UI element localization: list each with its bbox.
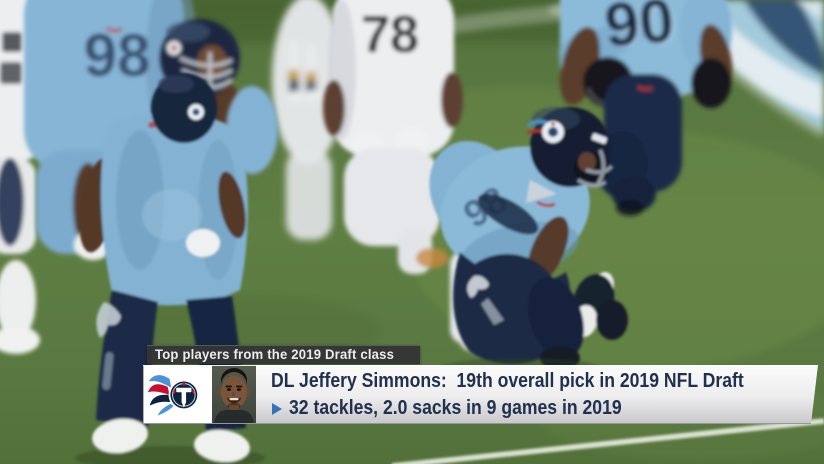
topic-bar: Top players from the 2019 Draft class: [147, 345, 420, 364]
white-player-left-edge: [0, 0, 42, 354]
titans-player-crouching: 98: [429, 107, 628, 378]
titans-logo-icon: [147, 368, 209, 420]
player-draft-text: DL Jeffery Simmons: 19th overall pick in…: [271, 370, 744, 392]
white-player-78: 78: [323, 0, 500, 353]
titans-helmet-logo: [526, 119, 564, 143]
titans-player-90-jumping: 90 90: [557, 0, 733, 216]
jersey-number-98: 98: [84, 22, 151, 89]
jersey-number-90: 90: [602, 0, 677, 61]
player-headshot-image: [212, 365, 256, 423]
team-logo-panel: [143, 365, 212, 423]
player-draft-line: DL Jeffery Simmons: 19th overall pick in…: [271, 368, 818, 395]
topic-bar-label: Top players from the 2019 Draft class: [155, 347, 395, 362]
stat-bullet-arrow-icon: [272, 403, 282, 415]
player-info-bar: DL Jeffery Simmons: 19th overall pick in…: [143, 365, 818, 424]
player-stat-text: 32 tackles, 2.0 sacks in 9 games in 2019: [289, 397, 622, 419]
player-headshot: [212, 365, 256, 423]
titans-player-back: [75, 73, 265, 464]
lower-third: Top players from the 2019 Draft class: [143, 345, 824, 425]
player-info-text: DL Jeffery Simmons: 19th overall pick in…: [256, 365, 818, 423]
sideline-line: [391, 418, 824, 464]
jersey-number-78: 78: [361, 6, 419, 64]
player-stat-line: 32 tackles, 2.0 sacks in 9 games in 2019: [271, 395, 818, 422]
jersey-number-90-shadow: 90: [605, 0, 680, 63]
